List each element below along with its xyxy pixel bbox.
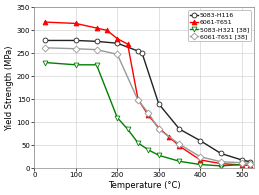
Line: 6061-T651: 6061-T651: [42, 20, 253, 168]
5083-H116: [136, 50, 140, 52]
X-axis label: Temperature (°C): Temperature (°C): [108, 181, 181, 190]
6061-T651 [38]: [147, 112, 150, 114]
6061-T651: [105, 29, 109, 32]
5083-H116: [240, 159, 243, 161]
5083-H321 [38]: [136, 142, 140, 144]
6061-T651 [38]: [157, 128, 160, 130]
6061-T651: [199, 159, 202, 161]
5083-H116: [178, 128, 181, 130]
6061-T651 [38]: [178, 143, 181, 145]
6061-T651: [157, 127, 160, 129]
5083-H116: [141, 52, 144, 54]
5083-H116: [74, 39, 77, 42]
6061-T651: [240, 164, 243, 166]
6061-T651 [38]: [219, 161, 222, 163]
Y-axis label: Yield Strength (MPa): Yield Strength (MPa): [5, 45, 14, 130]
Line: 6061-T651 [38]: 6061-T651 [38]: [42, 45, 253, 166]
5083-H321 [38]: [219, 165, 222, 167]
5083-H321 [38]: [95, 64, 98, 66]
Line: 5083-H321 [38]: 5083-H321 [38]: [42, 60, 244, 168]
5083-H321 [38]: [43, 61, 46, 64]
6061-T651 [38]: [95, 49, 98, 51]
6061-T651: [74, 22, 77, 25]
6061-T651 [38]: [248, 162, 251, 165]
5083-H116: [157, 103, 160, 105]
6061-T651: [219, 162, 222, 165]
6061-T651 [38]: [43, 47, 46, 49]
5083-H321 [38]: [116, 116, 119, 119]
Line: 5083-H116: 5083-H116: [42, 38, 253, 164]
6061-T651 [38]: [136, 99, 140, 101]
6061-T651 [38]: [74, 48, 77, 50]
5083-H321 [38]: [240, 163, 243, 166]
6061-T651: [116, 37, 119, 40]
6061-T651: [168, 136, 171, 138]
Legend: 5083-H116, 6061-T651, 5083-H321 [38], 6061-T651 [38]: 5083-H116, 6061-T651, 5083-H321 [38], 60…: [188, 11, 251, 41]
5083-H321 [38]: [157, 154, 160, 157]
5083-H116: [248, 161, 251, 163]
5083-H321 [38]: [74, 64, 77, 66]
5083-H321 [38]: [147, 149, 150, 151]
6061-T651: [136, 98, 140, 100]
6061-T651 [38]: [240, 161, 243, 164]
5083-H321 [38]: [199, 163, 202, 166]
6061-T651: [248, 164, 251, 167]
5083-H116: [116, 42, 119, 44]
6061-T651 [38]: [116, 53, 119, 55]
5083-H116: [95, 40, 98, 43]
6061-T651: [126, 43, 129, 45]
5083-H116: [199, 139, 202, 142]
5083-H321 [38]: [126, 128, 129, 130]
5083-H116: [219, 152, 222, 155]
6061-T651: [178, 145, 181, 147]
5083-H116: [43, 39, 46, 42]
6061-T651: [147, 114, 150, 117]
5083-H321 [38]: [178, 160, 181, 162]
6061-T651: [43, 21, 46, 23]
6061-T651: [95, 27, 98, 29]
6061-T651 [38]: [199, 156, 202, 158]
